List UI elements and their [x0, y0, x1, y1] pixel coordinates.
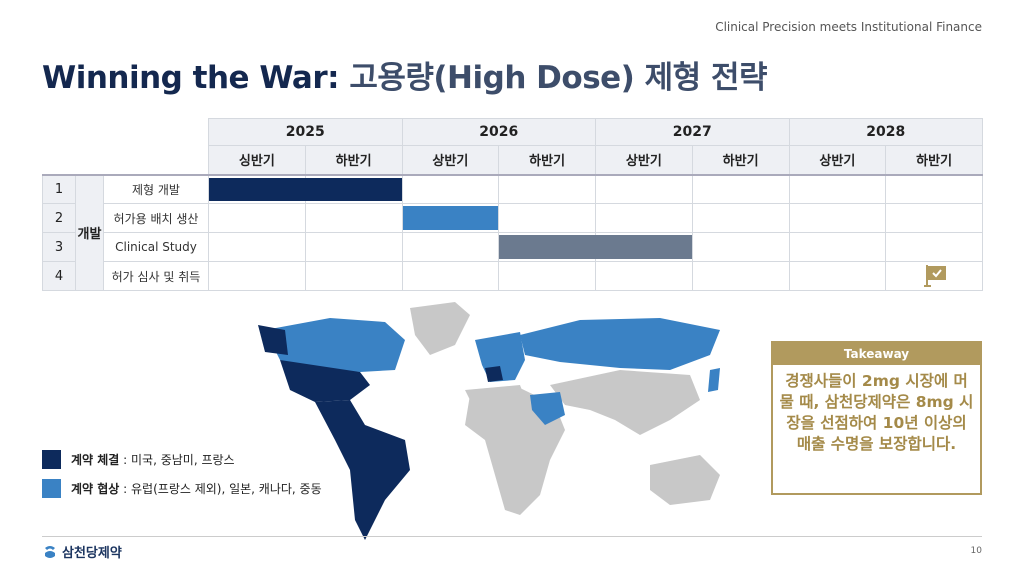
- task-label: 허가용 배치 생산: [103, 203, 209, 233]
- tagline: Clinical Precision meets Institutional F…: [715, 20, 982, 34]
- gantt-cell: [788, 232, 887, 262]
- half-header: 상반기: [788, 145, 887, 176]
- half-header: 상반기: [595, 145, 693, 176]
- page-title: Winning the War: 고용량(High Dose) 제형 전략: [42, 52, 768, 97]
- gantt-cell: [885, 203, 983, 233]
- takeaway-body: 경쟁사들이 2mg 시장에 머물 때, 삼천당제약은 8mg 시장을 선점하여 …: [779, 372, 974, 453]
- gantt-cell: [208, 203, 306, 233]
- gantt-cell: [788, 203, 887, 233]
- footer-divider: [42, 536, 982, 537]
- task-label: 허가 심사 및 취득: [103, 261, 209, 291]
- map-russia: [520, 318, 720, 370]
- gantt-bar: [402, 206, 499, 230]
- logo-icon: [45, 545, 55, 558]
- gantt-cell: [401, 232, 500, 262]
- gantt-cell: [208, 232, 306, 262]
- world-map: [258, 302, 720, 540]
- title-main: Winning the War:: [42, 60, 350, 96]
- legend-label: 계약 체결 : 미국, 중남미, 프랑스: [71, 453, 235, 467]
- gantt-cell: [595, 232, 693, 262]
- legend-swatch: [42, 450, 61, 469]
- flag-check-icon: [924, 265, 947, 287]
- table-row: 4 허가 심사 및 취득: [42, 261, 983, 291]
- legend-item-signed: 계약 체결 : 미국, 중남미, 프랑스: [42, 450, 235, 469]
- gantt-table: 2025 2026 2027 2028 싱반기 하반기 상반기 하반기 상반기 하반기 상반…: [42, 118, 983, 291]
- gantt-cell: [691, 203, 790, 233]
- gantt-cell: [691, 174, 790, 204]
- legend-swatch: [42, 479, 61, 498]
- map-africa: [465, 388, 565, 515]
- gantt-cell: [304, 174, 403, 204]
- year-header: 2027: [595, 118, 790, 146]
- map-north-africa: [465, 385, 525, 400]
- legend-item-negotiating: 계약 협상 : 유럽(프랑스 제외), 일본, 캐나다, 중동: [42, 479, 322, 498]
- gantt-cell: [595, 174, 693, 204]
- half-header: 상반기: [401, 145, 500, 176]
- gantt-cell: [304, 203, 403, 233]
- takeaway-box: Takeaway 경쟁사들이 2mg 시장에 머물 때, 삼천당제약은 8mg …: [771, 341, 982, 495]
- row-number: 4: [42, 261, 76, 291]
- map-canada: [265, 318, 405, 372]
- row-number: 1: [42, 174, 76, 204]
- page-number: 10: [970, 546, 982, 556]
- company-logo: 삼천당제약: [42, 542, 122, 561]
- gantt-cell: [401, 174, 500, 204]
- half-header: 하반기: [498, 145, 596, 176]
- gantt-cell: [498, 232, 692, 262]
- half-header: 하반기: [885, 145, 983, 176]
- table-row: 3 Clinical Study: [42, 232, 983, 262]
- half-header: 싱반기: [208, 145, 306, 176]
- table-row: 1 개발 제형 개발: [42, 174, 983, 291]
- map-usa: [280, 360, 370, 402]
- gantt-cell: [401, 203, 500, 233]
- gantt-cell: [788, 174, 887, 204]
- gantt-cell: [691, 232, 790, 262]
- map-latin-america: [315, 400, 410, 540]
- half-header: 하반기: [691, 145, 790, 176]
- year-header: 2028: [788, 118, 983, 146]
- gantt-cell: [304, 232, 403, 262]
- gantt-cell: [885, 174, 983, 204]
- table-row: 2 허가용 배치 생산: [42, 203, 983, 233]
- gantt-cell: [595, 261, 693, 291]
- map-middle-east: [530, 392, 565, 425]
- gantt-cell: [401, 261, 500, 291]
- map-greenland: [410, 302, 470, 355]
- takeaway-title: Takeaway: [773, 343, 980, 365]
- map-asia-south: [550, 370, 700, 435]
- gantt-cell: [304, 261, 403, 291]
- year-header: 2025: [208, 118, 403, 146]
- row-number: 2: [42, 203, 76, 233]
- task-label: Clinical Study: [103, 232, 209, 262]
- gantt-cell: [208, 261, 306, 291]
- gantt-cell: [885, 261, 983, 291]
- map-alaska: [258, 325, 288, 355]
- gantt-cell: [885, 232, 983, 262]
- title-sub: 고용량(High Dose) 제형 전략: [349, 60, 768, 96]
- legend-label: 계약 협상 : 유럽(프랑스 제외), 일본, 캐나다, 중동: [71, 482, 322, 496]
- group-label: 개발: [75, 174, 104, 291]
- gantt-cell: [208, 174, 402, 204]
- gantt-cell: [498, 174, 596, 204]
- map-japan: [708, 368, 720, 392]
- year-header: 2026: [401, 118, 596, 146]
- gantt-cell: [788, 261, 887, 291]
- task-label: 제형 개발: [103, 174, 209, 204]
- gantt-cell: [595, 203, 693, 233]
- half-header: 하반기: [304, 145, 403, 176]
- gantt-cell: [498, 203, 596, 233]
- map-australia: [650, 455, 720, 505]
- gantt-cell: [498, 261, 596, 291]
- gantt-cell: [691, 261, 790, 291]
- row-number: 3: [42, 232, 76, 262]
- map-france: [485, 366, 503, 382]
